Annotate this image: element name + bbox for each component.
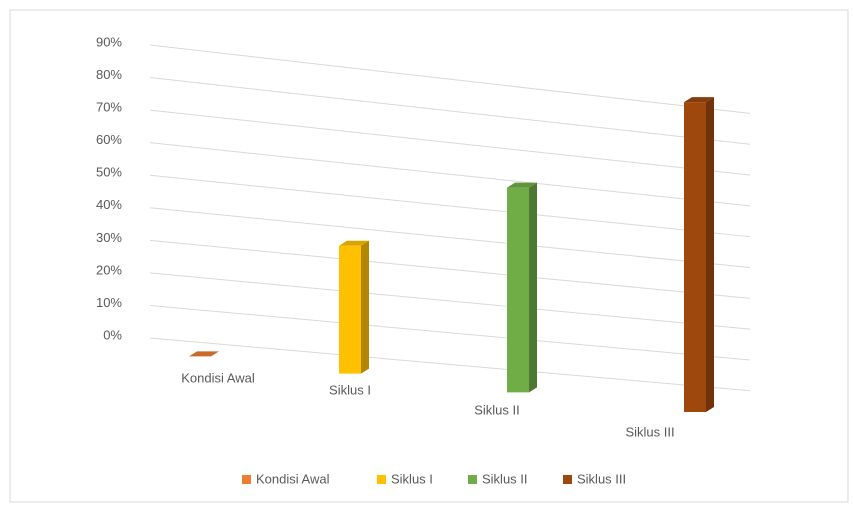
bar-top xyxy=(507,182,537,188)
bar xyxy=(507,182,537,393)
grid-line xyxy=(149,337,751,392)
bar-front xyxy=(507,187,529,393)
y-tick-label: 60% xyxy=(96,132,122,147)
legend-label: Siklus II xyxy=(482,471,528,486)
y-tick-label: 30% xyxy=(96,230,122,245)
grid-line xyxy=(149,207,751,269)
grid-line xyxy=(149,44,751,114)
x-tick-label: Siklus I xyxy=(329,382,371,397)
grid-line xyxy=(149,77,751,145)
x-tick-label: Siklus III xyxy=(625,424,674,439)
grid-line xyxy=(149,142,751,207)
legend-swatch xyxy=(377,475,386,484)
legend-swatch xyxy=(468,475,477,484)
bar-side xyxy=(361,240,369,374)
bar xyxy=(189,351,219,357)
bar xyxy=(684,97,714,412)
grid-line xyxy=(149,304,751,361)
x-tick-label: Kondisi Awal xyxy=(181,370,255,385)
legend-label: Siklus III xyxy=(577,471,626,486)
grid-line xyxy=(149,174,751,238)
y-tick-label: 40% xyxy=(96,197,122,212)
y-tick-label: 80% xyxy=(96,67,122,82)
grid-line xyxy=(149,239,751,299)
y-tick-label: 10% xyxy=(96,295,122,310)
bar xyxy=(339,240,369,374)
legend-swatch xyxy=(242,475,251,484)
grid-line xyxy=(149,272,751,330)
y-tick-label: 90% xyxy=(96,34,122,49)
bar-top xyxy=(339,240,369,246)
bar-side xyxy=(706,97,714,412)
bar-front xyxy=(684,102,706,412)
y-tick-label: 20% xyxy=(96,262,122,277)
x-tick-label: Siklus II xyxy=(474,402,520,417)
bar-front xyxy=(339,245,361,374)
bar-top xyxy=(189,351,219,357)
legend-swatch xyxy=(563,475,572,484)
grid-line xyxy=(149,109,751,176)
chart-frame xyxy=(9,9,849,503)
bar-side xyxy=(529,182,537,393)
y-tick-label: 70% xyxy=(96,100,122,115)
legend-label: Siklus I xyxy=(391,471,433,486)
y-tick-label: 50% xyxy=(96,165,122,180)
legend-label: Kondisi Awal xyxy=(256,471,330,486)
bar-top xyxy=(684,97,714,103)
y-tick-label: 0% xyxy=(103,327,122,342)
